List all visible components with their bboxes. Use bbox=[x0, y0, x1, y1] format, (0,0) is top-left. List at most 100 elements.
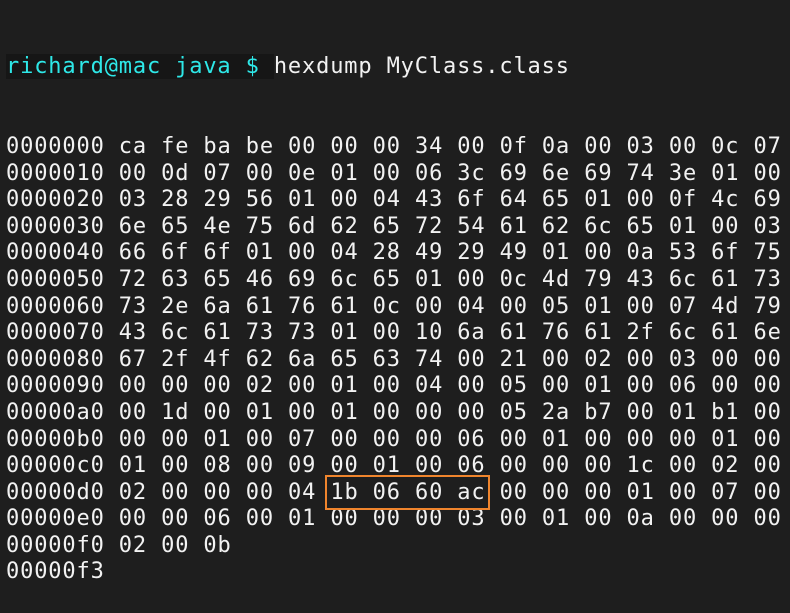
hex-byte: 01 bbox=[668, 399, 698, 425]
hex-byte: 00 bbox=[372, 320, 401, 346]
hex-byte: 07 bbox=[711, 479, 740, 505]
row-offset: 0000050 bbox=[6, 266, 105, 292]
hex-byte: 6f bbox=[161, 240, 190, 266]
hex-byte: 00 bbox=[753, 346, 782, 372]
hex-byte: 00 bbox=[499, 453, 528, 479]
hex-byte: fe bbox=[161, 133, 190, 159]
hex-byte: 00 bbox=[288, 373, 317, 399]
hex-byte: 61 bbox=[203, 320, 232, 346]
hex-byte: 65 bbox=[203, 266, 232, 292]
hex-byte: 06 bbox=[372, 479, 401, 505]
hex-byte: 69 bbox=[584, 160, 613, 186]
hex-byte: 00 bbox=[584, 240, 613, 266]
hex-byte: 05 bbox=[499, 399, 528, 425]
row-offset: 00000b0 bbox=[6, 426, 105, 452]
hex-byte: 01 bbox=[711, 426, 740, 452]
hex-byte: 07 bbox=[668, 293, 698, 319]
hex-byte: 2a bbox=[541, 399, 571, 425]
hex-byte: 00 bbox=[203, 479, 232, 505]
hex-byte: 6e bbox=[118, 213, 147, 239]
hex-byte: 02 bbox=[118, 479, 147, 505]
hex-byte: 00 bbox=[499, 506, 528, 532]
hex-byte: 10 bbox=[414, 320, 444, 346]
row-offset: 00000e0 bbox=[6, 506, 105, 532]
hex-byte: 03 bbox=[118, 187, 147, 213]
hexdump-output: 0000000 ca fe ba be 00 00 00 34 00 0f 0a… bbox=[6, 134, 790, 586]
hex-byte: 00 bbox=[203, 373, 232, 399]
hex-byte: 01 bbox=[288, 187, 317, 213]
hex-byte: 46 bbox=[245, 266, 274, 292]
hex-byte: 00 bbox=[753, 479, 782, 505]
hex-byte: 00 bbox=[288, 133, 317, 159]
hex-byte: 0e bbox=[288, 160, 317, 186]
hex-byte: 65 bbox=[541, 187, 571, 213]
hex-byte: 00 bbox=[626, 187, 655, 213]
row-offset: 00000a0 bbox=[6, 399, 105, 425]
hex-byte: 74 bbox=[414, 346, 444, 372]
hex-byte: 65 bbox=[626, 213, 655, 239]
row-offset: 0000040 bbox=[6, 240, 105, 266]
hex-byte: 66 bbox=[118, 240, 147, 266]
hex-byte: 00 bbox=[457, 266, 486, 292]
hex-byte: 4e bbox=[203, 213, 232, 239]
hex-byte: 56 bbox=[245, 187, 274, 213]
hex-byte: 1c bbox=[626, 453, 655, 479]
hex-byte: 2f bbox=[626, 320, 655, 346]
hex-byte: 06 bbox=[414, 160, 444, 186]
hex-row: 0000030 6e 65 4e 75 6d 62 65 72 54 61 62… bbox=[6, 214, 790, 241]
hex-byte: 00 bbox=[372, 373, 401, 399]
hex-row: 00000a0 00 1d 00 01 00 01 00 00 00 05 2a… bbox=[6, 400, 790, 427]
hex-byte: 29 bbox=[203, 187, 232, 213]
hex-byte: 07 bbox=[753, 133, 782, 159]
hex-byte: 00 bbox=[372, 399, 401, 425]
row-offset: 0000010 bbox=[6, 160, 105, 186]
hex-byte: 01 bbox=[668, 213, 698, 239]
hex-byte: 06 bbox=[457, 426, 486, 452]
hex-byte: 00 bbox=[541, 453, 571, 479]
hex-byte: 00 bbox=[161, 373, 190, 399]
hex-byte: 00 bbox=[499, 479, 528, 505]
hex-byte: 0c bbox=[711, 133, 740, 159]
hex-byte: 0a bbox=[626, 240, 655, 266]
hex-byte: 00 bbox=[330, 506, 359, 532]
hex-byte: 74 bbox=[626, 160, 655, 186]
hex-byte: 04 bbox=[330, 240, 359, 266]
hex-byte: 72 bbox=[414, 213, 444, 239]
hex-byte: 53 bbox=[668, 240, 698, 266]
hex-byte: 63 bbox=[161, 266, 190, 292]
hex-byte: 01 bbox=[330, 160, 359, 186]
hex-byte: 61 bbox=[499, 320, 528, 346]
hex-byte: 43 bbox=[118, 320, 147, 346]
hex-byte: 06 bbox=[203, 506, 232, 532]
hex-byte: 79 bbox=[584, 266, 613, 292]
hex-byte: 00 bbox=[330, 453, 359, 479]
hex-byte: 28 bbox=[372, 240, 401, 266]
hex-byte: 62 bbox=[541, 213, 571, 239]
hex-byte: 79 bbox=[753, 293, 782, 319]
hex-row: 0000020 03 28 29 56 01 00 04 43 6f 64 65… bbox=[6, 187, 790, 214]
hex-byte: 00 bbox=[457, 399, 486, 425]
hex-byte: 54 bbox=[457, 213, 486, 239]
hex-byte: 00 bbox=[372, 426, 401, 452]
hex-byte: 2e bbox=[161, 293, 190, 319]
hex-byte: 07 bbox=[203, 160, 232, 186]
hex-byte: 03 bbox=[626, 133, 655, 159]
hex-byte: 00 bbox=[330, 426, 359, 452]
hex-byte: 0f bbox=[499, 133, 528, 159]
hex-byte: 62 bbox=[330, 213, 359, 239]
hex-byte: 0d bbox=[161, 160, 190, 186]
hex-byte: 6e bbox=[541, 160, 571, 186]
hex-byte: 73 bbox=[753, 266, 782, 292]
hex-byte: 00 bbox=[584, 506, 613, 532]
row-offset: 0000070 bbox=[6, 320, 105, 346]
hex-byte: 00 bbox=[372, 160, 401, 186]
hex-byte: 0b bbox=[203, 532, 232, 558]
hex-byte: 4d bbox=[711, 293, 740, 319]
hex-row: 00000f3 bbox=[6, 559, 790, 586]
hex-byte: 00 bbox=[288, 399, 317, 425]
hex-byte: 67 bbox=[118, 346, 147, 372]
hex-byte: 65 bbox=[161, 213, 190, 239]
hex-byte: 6c bbox=[668, 320, 698, 346]
hex-byte: 00 bbox=[161, 453, 190, 479]
